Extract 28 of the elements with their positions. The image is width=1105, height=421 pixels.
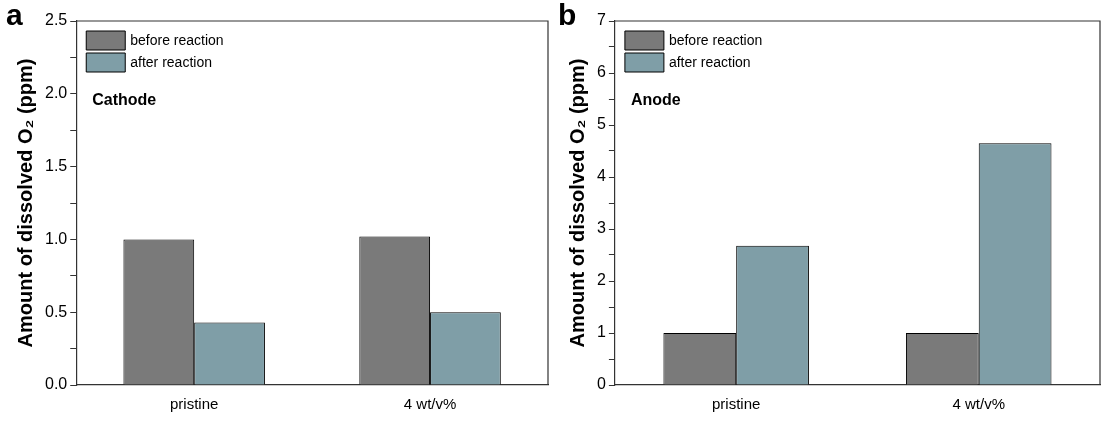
- y-tick-label: 2.0: [44, 84, 68, 102]
- x-tick-label: 4 wt/v%: [952, 395, 1005, 413]
- legend-label: before reaction: [130, 31, 224, 48]
- y-tick-label: 7: [596, 11, 606, 29]
- annotation: Anode: [630, 91, 681, 109]
- legend-label: after reaction: [130, 53, 212, 70]
- y-tick-label: 3: [596, 219, 606, 237]
- y-tick-label: 1.0: [44, 229, 68, 247]
- y-tick-label: 2: [596, 271, 606, 289]
- y-axis-title: Amount of dissolved O₂ (ppm): [13, 58, 36, 348]
- y-tick-label: 2.5: [44, 11, 68, 29]
- y-tick-label: 4: [596, 167, 606, 185]
- y-tick-label: 1: [596, 323, 606, 341]
- legend-label: after reaction: [668, 53, 751, 70]
- x-tick-label: pristine: [711, 395, 761, 413]
- y-tick-label: 5: [596, 115, 606, 133]
- annotation: Cathode: [92, 91, 157, 109]
- chart-title: a: [6, 0, 23, 32]
- y-tick-label: 6: [596, 63, 606, 81]
- legend-label: before reaction: [668, 31, 763, 48]
- chart-title: b: [558, 0, 577, 32]
- y-tick-label: 0.5: [44, 302, 68, 320]
- y-tick-label: 0.0: [44, 375, 68, 393]
- x-tick-label: 4 wt/v%: [403, 395, 457, 413]
- x-tick-label: pristine: [170, 395, 219, 413]
- y-tick-label: 1.5: [44, 157, 68, 175]
- y-axis-title: Amount of dissolved O₂ (ppm): [565, 58, 588, 348]
- y-tick-label: 0: [596, 375, 606, 393]
